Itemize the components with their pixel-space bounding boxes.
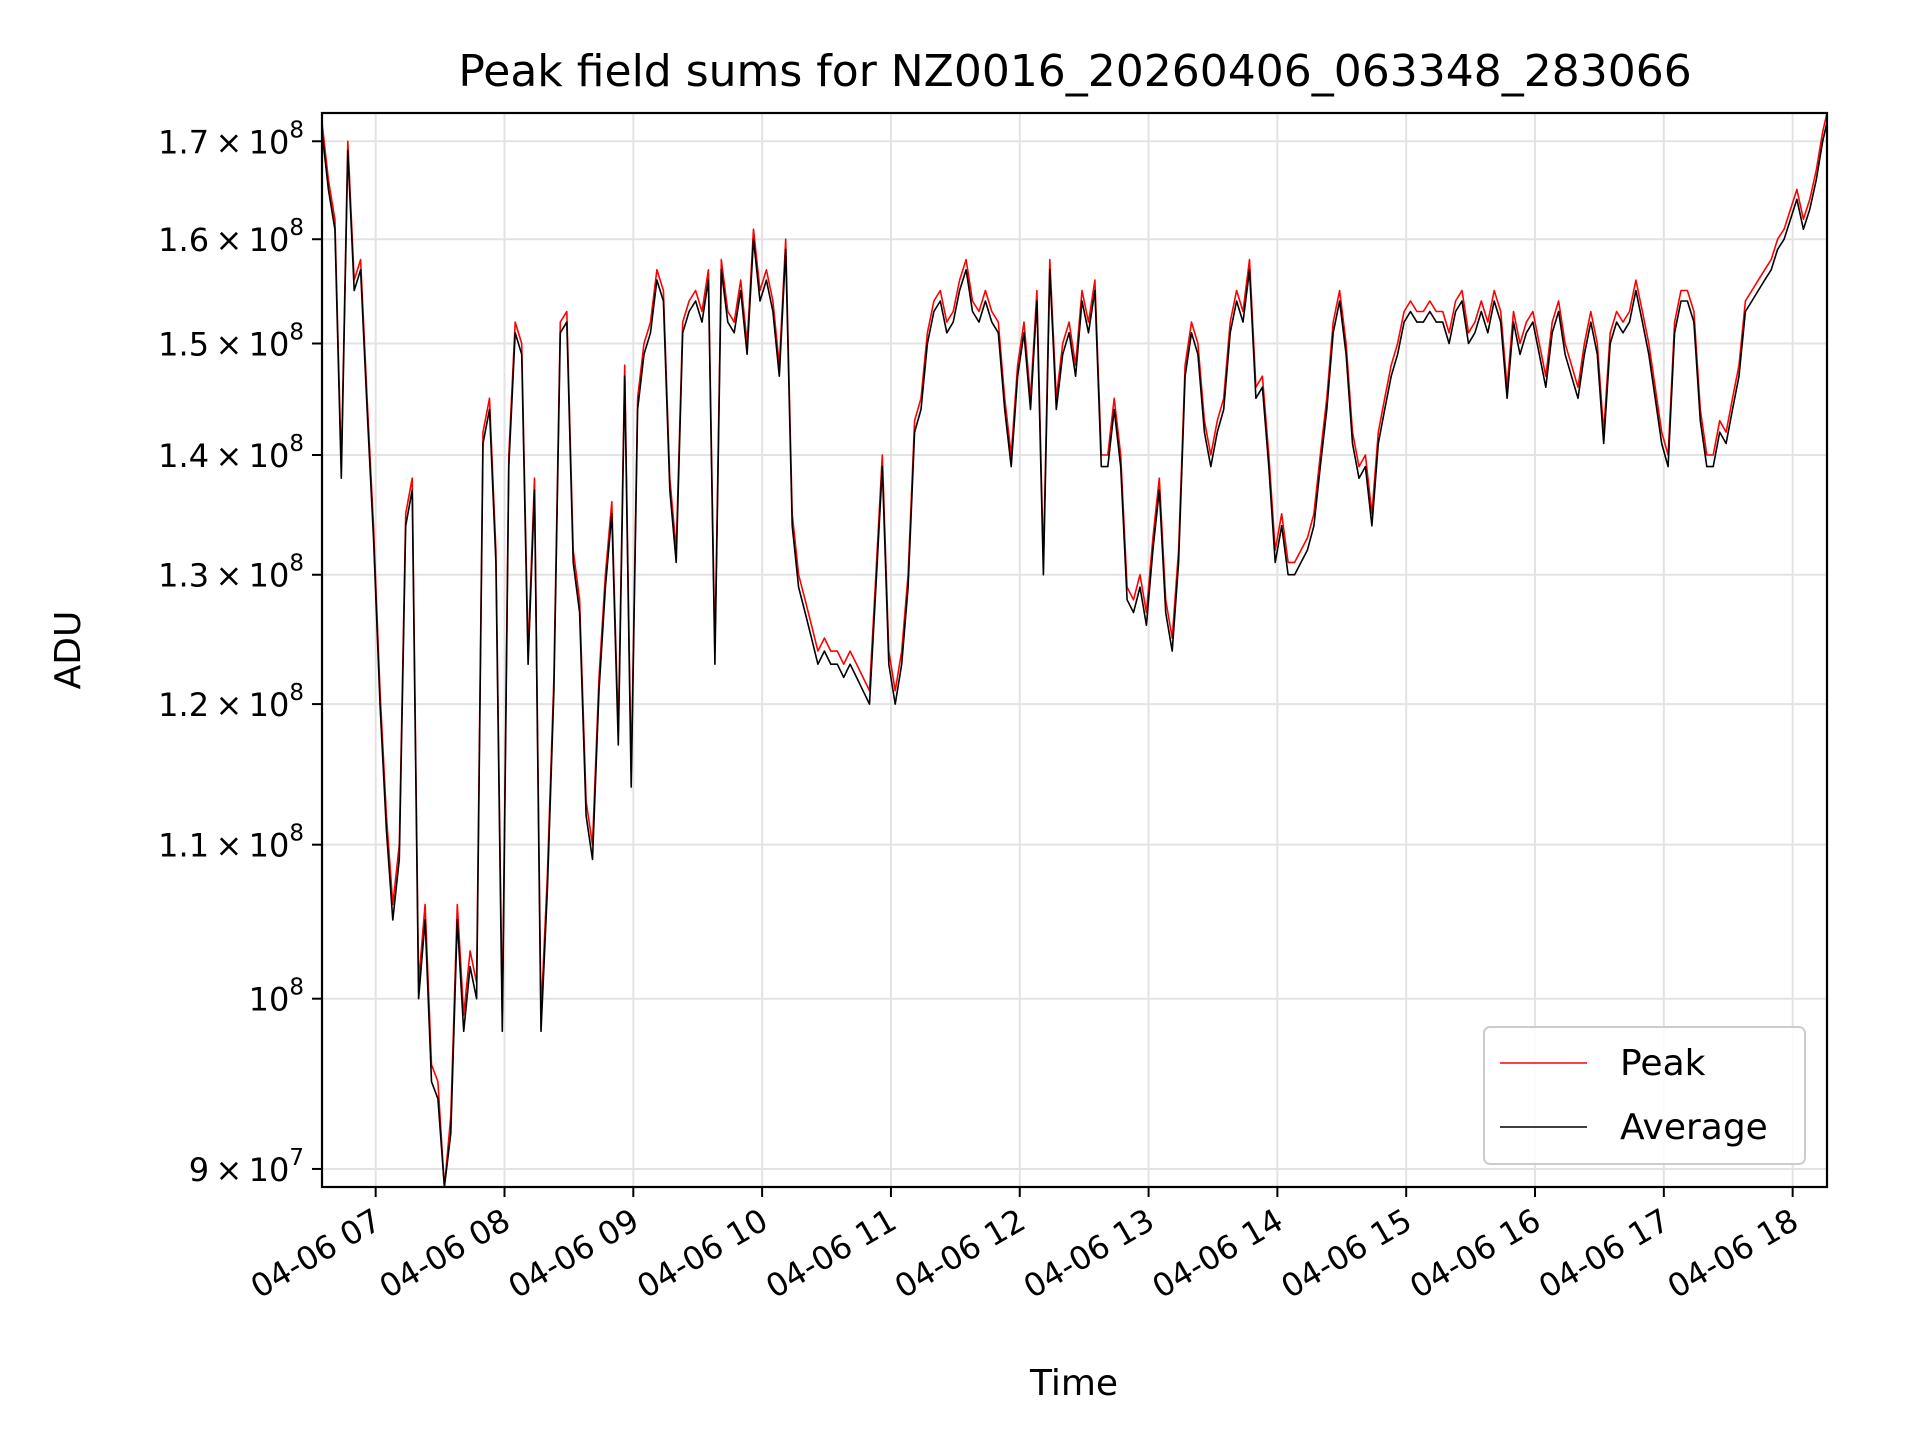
y-tick-label: 1.5 × 108 bbox=[158, 320, 304, 364]
series-line-average bbox=[322, 122, 1827, 1187]
legend: Peak Average bbox=[1483, 1026, 1806, 1165]
y-tick-label: 1.6 × 108 bbox=[158, 215, 304, 259]
y-tick-label: 108 bbox=[249, 975, 304, 1019]
legend-label-average: Average bbox=[1620, 1107, 1768, 1148]
plot-frame bbox=[320, 111, 1829, 1189]
y-tick-label: 9 × 107 bbox=[189, 1145, 304, 1189]
series-layer bbox=[322, 113, 1827, 1187]
y-axis: 9 × 107 108 1.1 × 108 1.2 × 108 1.3 × 108 1.4… bbox=[158, 117, 322, 1189]
grid-layer bbox=[322, 113, 1827, 1187]
x-axis-label: Time bbox=[1029, 1363, 1118, 1404]
y-tick-label: 1.1 × 108 bbox=[158, 821, 304, 865]
y-tick-label: 1.2 × 108 bbox=[158, 680, 304, 724]
y-tick-label: 1.4 × 108 bbox=[158, 431, 304, 475]
chart-title: Peak field sums for NZ0016_20260406_0633… bbox=[458, 46, 1691, 97]
legend-box bbox=[1483, 1026, 1806, 1165]
y-tick-label: 1.7 × 108 bbox=[158, 117, 304, 161]
y-axis-label: ADU bbox=[48, 611, 89, 690]
legend-label-peak: Peak bbox=[1620, 1043, 1706, 1084]
y-tick-label: 1.3 × 108 bbox=[158, 551, 304, 595]
